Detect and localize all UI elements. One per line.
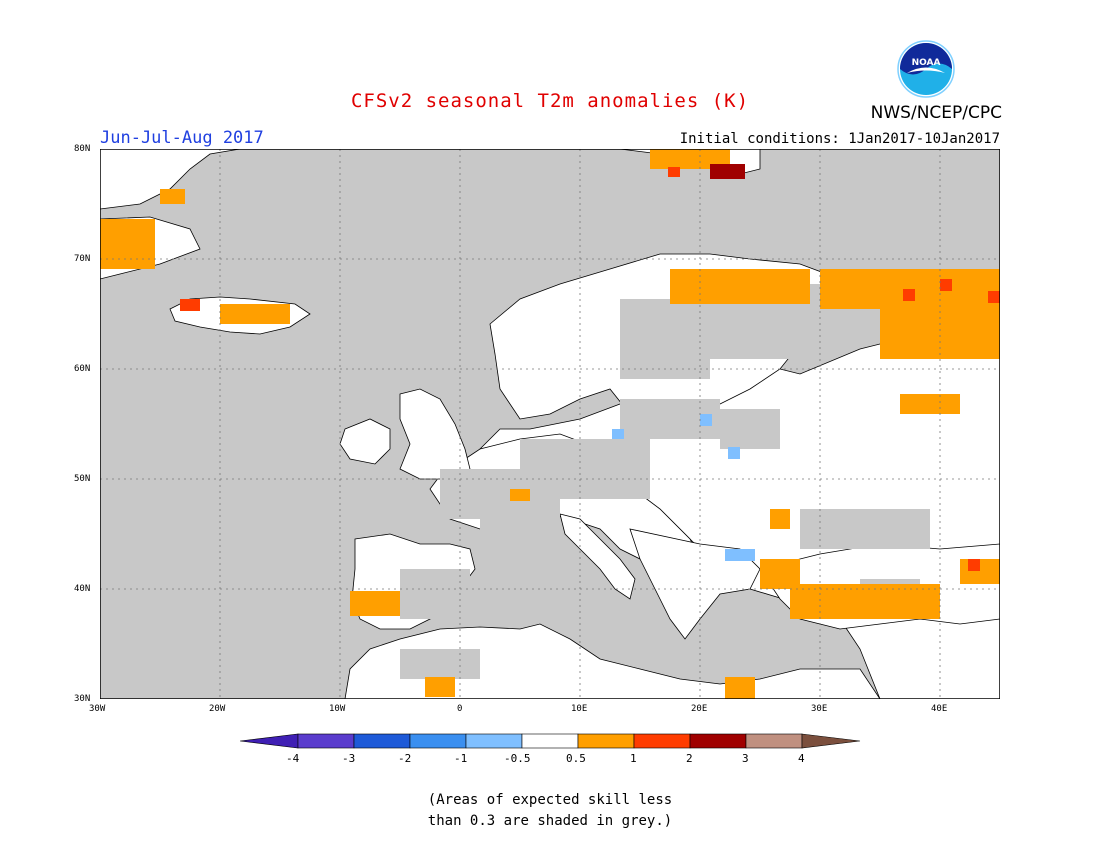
lat-label-50n: 50N bbox=[74, 474, 91, 484]
colorbar-arrow-left bbox=[240, 733, 299, 749]
cool-anomaly-cells bbox=[612, 414, 755, 561]
footnote-line-1: (Areas of expected skill less bbox=[427, 792, 673, 808]
noaa-logo-text: NOAA bbox=[912, 58, 941, 68]
lon-label-20e: 20E bbox=[691, 704, 708, 714]
land-ireland bbox=[339, 418, 391, 465]
initial-conditions-label: Initial conditions: 1Jan2017-10Jan2017 bbox=[679, 131, 1000, 147]
lat-label-40n: 40N bbox=[74, 584, 91, 594]
colorbar bbox=[240, 733, 861, 749]
lon-label-30e: 30E bbox=[811, 704, 828, 714]
lat-label-80n: 80N bbox=[74, 144, 91, 154]
season-label: Jun-Jul-Aug 2017 bbox=[100, 128, 264, 148]
noaa-logo: NOAA bbox=[897, 40, 955, 98]
lat-label-60n: 60N bbox=[74, 364, 91, 374]
colorbar-label: 1 bbox=[630, 752, 637, 765]
colorbar-label: -1 bbox=[454, 752, 468, 765]
footnote-line-2: than 0.3 are shaded in grey.) bbox=[427, 813, 673, 829]
land-north-africa bbox=[344, 623, 881, 699]
lon-label-40e: 40E bbox=[931, 704, 948, 714]
colorbar-label: -2 bbox=[398, 752, 412, 765]
colorbar-label: 3 bbox=[742, 752, 749, 765]
lat-label-70n: 70N bbox=[74, 254, 91, 264]
colorbar-arrow-right bbox=[801, 733, 861, 749]
land-greenland bbox=[100, 149, 241, 210]
hot-anomaly-cells bbox=[180, 167, 1000, 571]
colorbar-label: 2 bbox=[686, 752, 693, 765]
colorbar-label: -4 bbox=[286, 752, 300, 765]
graticule bbox=[100, 149, 1000, 699]
lat-label-30n: 30N bbox=[74, 694, 91, 704]
lon-label-0: 0 bbox=[457, 704, 463, 714]
lon-label-20w: 20W bbox=[209, 704, 226, 714]
lon-label-30w: 30W bbox=[89, 704, 106, 714]
colorbar-label: 0.5 bbox=[566, 752, 586, 765]
colorbar-label: -3 bbox=[342, 752, 356, 765]
agency-label: NWS/NCEP/CPC bbox=[870, 103, 1002, 123]
very-hot-anomaly-cells bbox=[710, 164, 745, 179]
anomaly-map bbox=[100, 149, 1000, 699]
lon-label-10w: 10W bbox=[329, 704, 346, 714]
low-skill-patches bbox=[400, 284, 930, 679]
map-title: CFSv2 seasonal T2m anomalies (K) bbox=[350, 90, 750, 112]
colorbar-label: -0.5 bbox=[504, 752, 531, 765]
colorbar-label: 4 bbox=[798, 752, 805, 765]
lon-label-10e: 10E bbox=[571, 704, 588, 714]
land-italy bbox=[559, 513, 636, 600]
